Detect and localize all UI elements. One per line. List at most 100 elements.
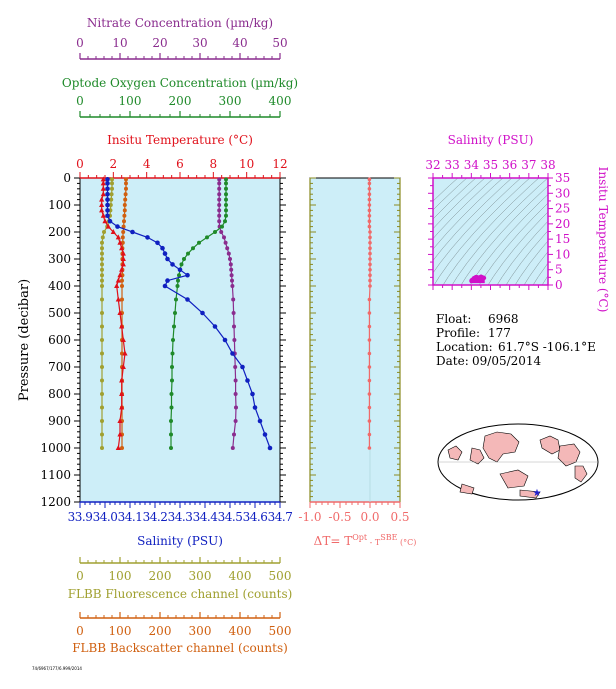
temperature-tick-label: 12 xyxy=(272,157,287,171)
salinity-point xyxy=(240,364,245,370)
temperature-point xyxy=(119,391,125,396)
nitrate-point xyxy=(223,240,228,245)
location-value: 61.7°S -106.1°E xyxy=(498,340,596,354)
salinity-point xyxy=(267,445,273,451)
backscatter-point xyxy=(120,297,124,302)
nitrate-point xyxy=(217,192,222,197)
nitrate-axis-title: Nitrate Concentration (µm/kg) xyxy=(87,16,273,30)
delta-t-point xyxy=(368,273,372,278)
oxygen-point xyxy=(224,213,228,218)
backscatter-point xyxy=(120,278,124,283)
backscatter-tick-label: 100 xyxy=(109,624,132,638)
nitrate-tick-label: 0 xyxy=(76,36,84,50)
delta-t-axis-title: ΔT= TOpt - TSBE (°C) xyxy=(314,533,417,548)
ts-ytick-label: 35 xyxy=(555,171,570,185)
salinity-point xyxy=(105,186,110,192)
delta-t-point xyxy=(367,177,372,182)
nitrate-point xyxy=(217,208,222,213)
temperature-point xyxy=(100,185,106,191)
isopycnal-line xyxy=(433,178,504,250)
land-shape xyxy=(519,489,541,499)
fluorescence-point xyxy=(110,181,114,186)
fluorescence-point xyxy=(100,284,104,288)
fluorescence-point xyxy=(100,251,104,256)
delta-t-point xyxy=(368,251,372,256)
backscatter-point xyxy=(122,213,127,218)
nitrate-tick-label: 20 xyxy=(152,36,167,50)
fluorescence-point xyxy=(100,432,104,437)
delta-t-point xyxy=(368,241,372,245)
fluorescence-tick-label: 100 xyxy=(109,569,132,583)
salinity-point xyxy=(105,208,110,213)
backscatter-point xyxy=(123,197,128,202)
ts-xtick-label: 32 xyxy=(425,158,440,172)
pressure-axis-label: Pressure (decibar) xyxy=(17,279,32,401)
location-label: Location: xyxy=(436,340,493,354)
nitrate-point xyxy=(229,267,234,272)
delta-t-xtick-label: -1.0 xyxy=(298,510,321,524)
salinity-point xyxy=(105,197,110,202)
pressure-tick-label: 500 xyxy=(48,306,71,320)
oxygen-point xyxy=(224,192,228,197)
ts-xaxis-title: Salinity (PSU) xyxy=(448,133,534,147)
isopycnal-line xyxy=(433,178,468,211)
fluorescence-point xyxy=(100,365,104,369)
oxygen-point xyxy=(205,235,209,240)
nitrate-point xyxy=(228,262,233,267)
isopycnal-line xyxy=(532,262,548,285)
temperature-point xyxy=(120,364,126,369)
fluorescence-point xyxy=(109,197,114,202)
nitrate-point xyxy=(219,230,224,234)
delta-t-point xyxy=(367,338,372,342)
fluorescence-tick-label: 200 xyxy=(149,569,172,583)
delta-t-point xyxy=(368,278,372,283)
fluorescence-point xyxy=(100,257,104,261)
isopycnal-line xyxy=(487,211,548,285)
temperature-point xyxy=(122,350,128,356)
land-shape xyxy=(499,469,529,489)
date-value: 09/05/2014 xyxy=(472,354,542,368)
fluorescence-point xyxy=(110,177,114,182)
temperature-tick-label: 10 xyxy=(239,157,254,171)
delta-t-point xyxy=(367,181,372,186)
land-shape xyxy=(447,445,463,461)
nitrate-tick-label: 10 xyxy=(112,36,127,50)
fluorescence-point xyxy=(100,338,104,342)
delta-t-point xyxy=(367,311,372,315)
oxygen-point xyxy=(223,219,227,224)
ts-point-cluster xyxy=(471,275,485,284)
fluorescence-tick-label: 400 xyxy=(229,569,252,583)
nitrate-point xyxy=(217,203,222,207)
backscatter-point xyxy=(122,203,127,207)
footer-code: 74/6967/177/6.999/2014 xyxy=(32,666,82,671)
pressure-tick-label: 100 xyxy=(48,198,71,212)
fluorescence-point xyxy=(100,273,104,278)
nitrate-point xyxy=(217,213,222,218)
oxygen-point xyxy=(170,351,175,356)
land-shape xyxy=(469,447,485,465)
fluorescence-point xyxy=(110,186,114,191)
backscatter-point xyxy=(123,192,128,197)
oxygen-point xyxy=(170,378,174,383)
temperature-point xyxy=(115,234,121,240)
delta-t-point xyxy=(368,284,372,288)
backscatter-tick-label: 500 xyxy=(269,624,292,638)
oxygen-point xyxy=(224,203,228,207)
oxygen-point xyxy=(170,365,174,369)
salinity-point xyxy=(262,432,268,437)
ts-yaxis-title: Insitu Temperature (°C) xyxy=(596,167,610,313)
salinity-point xyxy=(185,297,190,302)
oxygen-point xyxy=(176,278,180,283)
oxygen-point xyxy=(224,181,228,186)
temperature-point xyxy=(117,239,123,245)
fluorescence-point xyxy=(100,267,104,272)
pressure-tick-label: 300 xyxy=(48,252,71,266)
temperature-point xyxy=(115,445,121,450)
location-line: Location: 61.7°S -106.1°E xyxy=(436,340,596,354)
salinity-point xyxy=(170,262,175,267)
nitrate-point xyxy=(229,273,234,278)
isopycnal-line xyxy=(523,251,548,285)
delta-t-xtick-label: 0.0 xyxy=(360,510,379,524)
